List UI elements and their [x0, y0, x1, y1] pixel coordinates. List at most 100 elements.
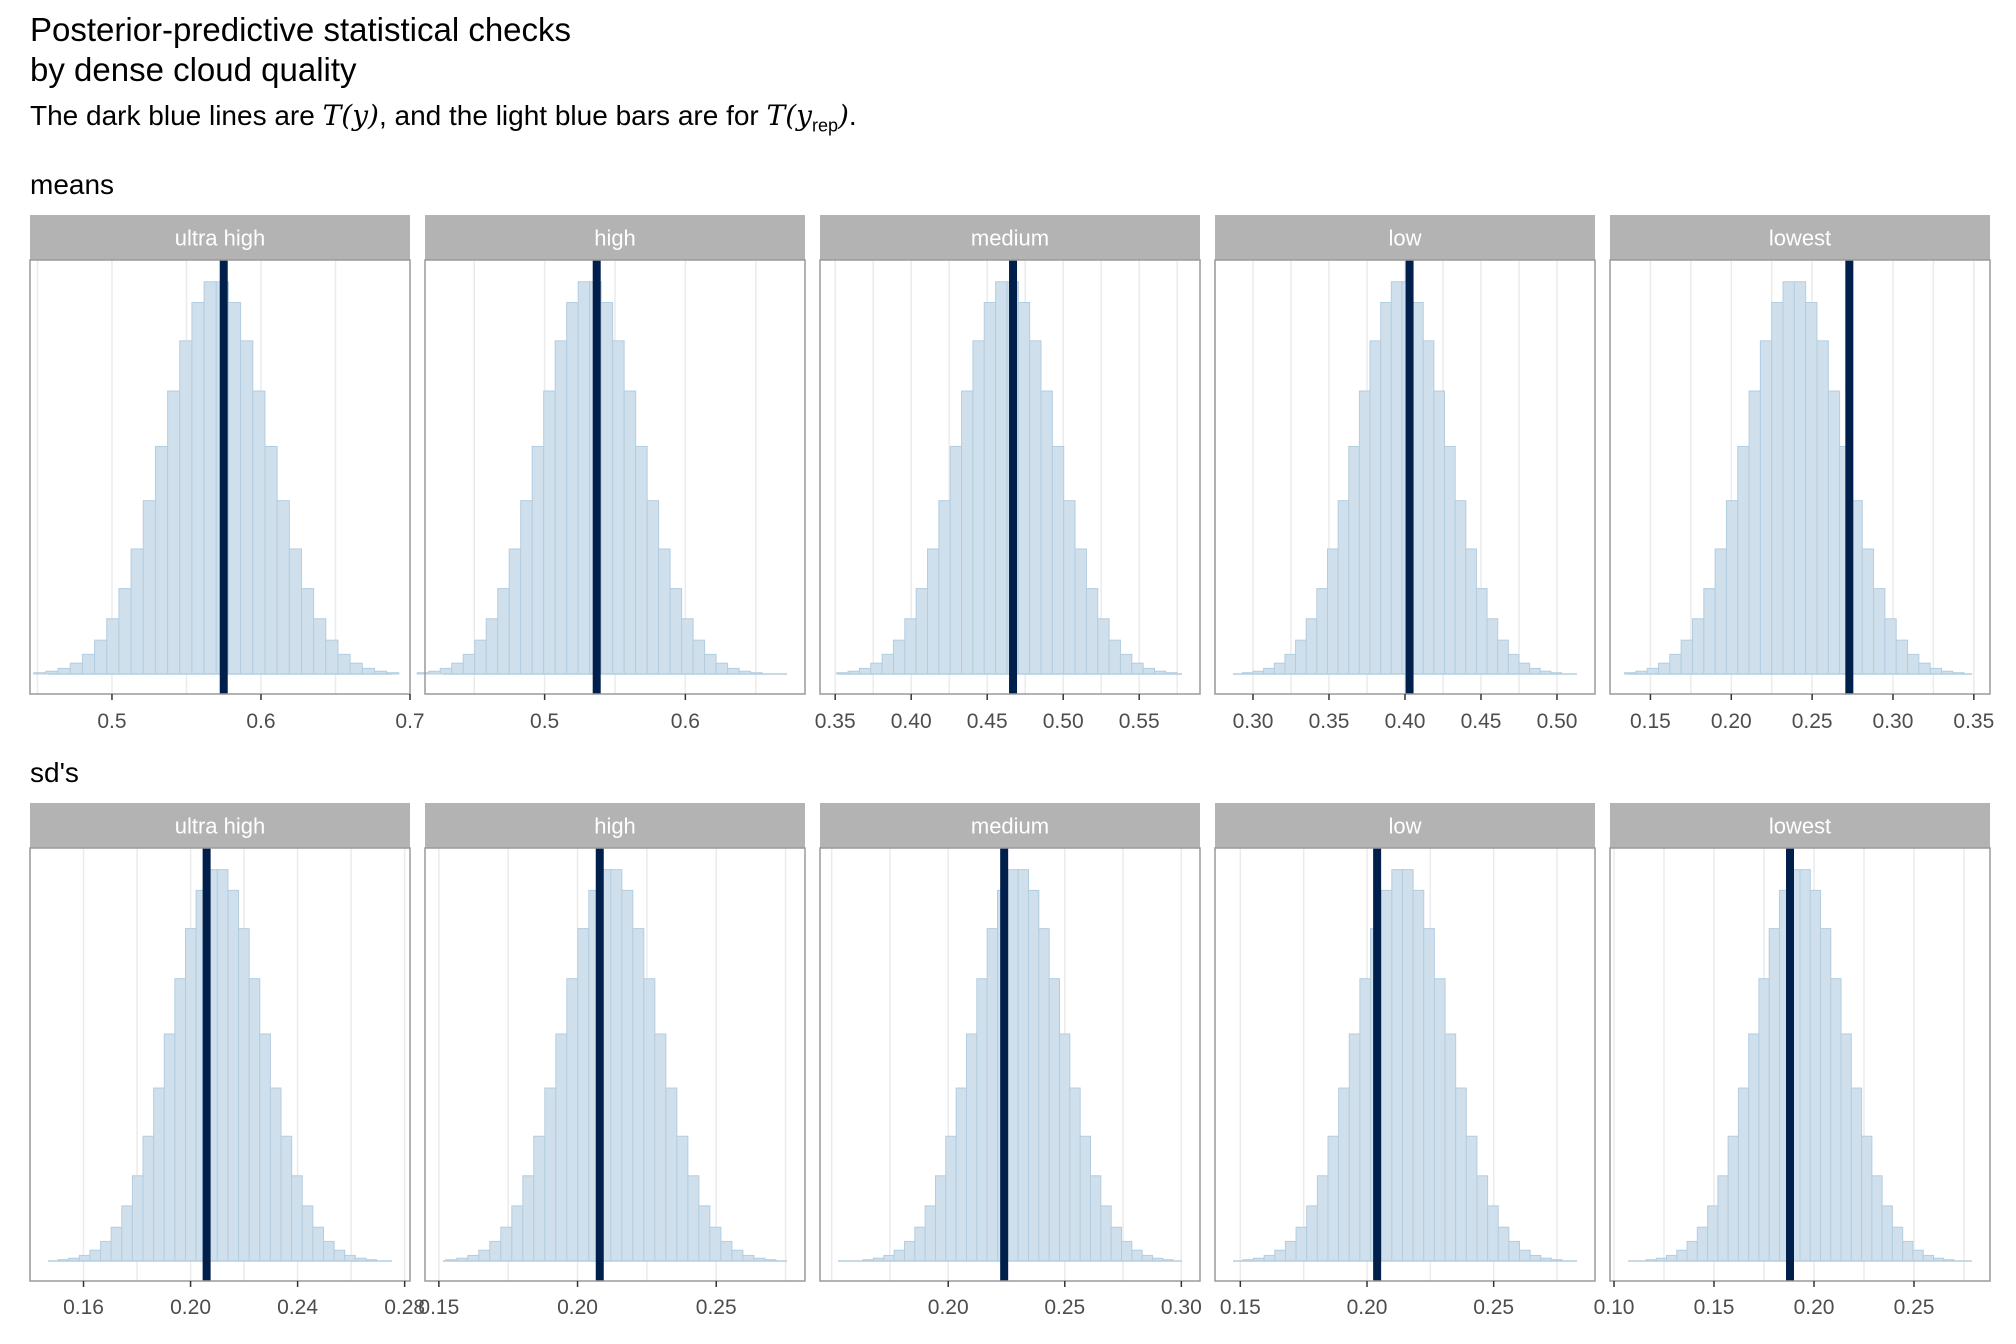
histogram-bar [227, 302, 242, 675]
histogram-bar [665, 1087, 678, 1262]
histogram-bar [1074, 548, 1087, 675]
histogram-bar [1051, 445, 1065, 675]
histogram-bar [154, 445, 169, 675]
histogram-bar [89, 1249, 102, 1262]
histogram-bar [881, 653, 894, 675]
chart-title: Posterior-predictive statistical checks … [30, 10, 571, 90]
histogram-bar [69, 662, 83, 675]
facet-strip-label: medium [971, 814, 1049, 839]
histogram-bar [1680, 639, 1693, 675]
histogram-bar [554, 340, 568, 675]
x-tick-label: 0.50 [1537, 710, 1578, 733]
histogram-bar [1444, 1033, 1457, 1262]
x-tick-label: 0.35 [1953, 710, 1994, 733]
histogram-bar [1771, 302, 1784, 675]
histogram-bar [1358, 390, 1371, 675]
histogram-bar [57, 667, 71, 675]
subtitle-tyrep-sub: rep [811, 115, 838, 136]
histogram-bar [1326, 548, 1339, 675]
histogram-bar [654, 1033, 667, 1262]
panel-1-0: ultra high 0.16 0.20 0.24 0.28 [29, 803, 425, 1319]
x-tick-label: 0.20 [1794, 1296, 1835, 1319]
histogram-bar [914, 1226, 926, 1262]
histogram-bar [676, 1135, 689, 1262]
histogram-bar [1707, 1205, 1719, 1262]
histogram-bar [118, 588, 132, 675]
histogram-bar [1922, 1254, 1934, 1262]
histogram-bar [1487, 1205, 1499, 1262]
histogram-bar [858, 667, 872, 675]
histogram-bar [1369, 340, 1382, 675]
histogram-bar [179, 340, 193, 675]
histogram-bar [1090, 1175, 1102, 1262]
histogram-bar [478, 1249, 491, 1262]
x-tick-label: 0.20 [1347, 1296, 1388, 1319]
panel-border [29, 259, 411, 695]
histogram-bar [976, 978, 988, 1262]
histogram-bar [533, 1135, 546, 1262]
subtitle-tyrep: T(yrep) [766, 99, 849, 136]
histogram-bar [1902, 1240, 1914, 1262]
facet-strip [1610, 215, 1990, 260]
histogram-bar [1048, 978, 1061, 1262]
histogram-bar [94, 639, 108, 675]
histogram-bar [566, 978, 579, 1262]
histogram-bar [291, 1175, 303, 1262]
histogram-bar [1121, 1240, 1133, 1262]
histogram-bar [416, 672, 430, 675]
histogram-bar [312, 1226, 324, 1262]
histogram-bar [1390, 281, 1403, 675]
histogram-bar [1433, 390, 1446, 675]
histogram-bar [1263, 1254, 1276, 1262]
histogram-bar [1850, 1087, 1863, 1262]
panel-1-4: lowest 0.10 0.15 0.20 0.25 [1594, 803, 1991, 1319]
histogram-bar [658, 548, 671, 675]
histogram-bar [131, 1175, 144, 1262]
histogram-bar [687, 1175, 700, 1262]
panel-1-1: high 0.15 0.20 0.25 [418, 803, 806, 1319]
facet-strip [820, 803, 1200, 848]
histogram-bar [500, 1226, 513, 1262]
histogram-bar [1412, 889, 1425, 1262]
histogram-bar [1069, 1087, 1081, 1262]
histogram-bar [1380, 889, 1393, 1262]
histogram-bar [1337, 500, 1350, 675]
histogram-bar [600, 302, 614, 675]
histogram-bar [462, 653, 476, 675]
histogram-bar [1799, 869, 1811, 1262]
histogram-bar [1079, 1135, 1092, 1262]
histogram-bar [1891, 1226, 1904, 1262]
subtitle-tyrep-main: T(y [766, 99, 812, 132]
histogram-bar [961, 390, 974, 675]
histogram-bar [1737, 1087, 1750, 1262]
histogram-bar [276, 500, 290, 675]
histogram-bar [577, 281, 591, 675]
histogram-bar [709, 1226, 722, 1262]
subtitle-prefix: The dark blue lines are [30, 100, 323, 131]
histogram-bar [1881, 1205, 1893, 1262]
histogram-bar [731, 1249, 744, 1262]
histogram-bar [1027, 889, 1040, 1262]
histogram-bar [995, 281, 1008, 675]
histogram-bar [1423, 928, 1435, 1262]
histogram-bar [130, 548, 144, 675]
facet-strip-label: high [594, 814, 636, 839]
histogram-bar [333, 1249, 346, 1262]
histogram-bar [1686, 1240, 1698, 1262]
histogram-bar [1038, 928, 1050, 1262]
x-tick-label: 0.6 [246, 710, 275, 733]
histogram-bar [646, 500, 660, 675]
histogram-bar [938, 500, 951, 675]
histogram-bar [520, 500, 533, 675]
subtitle-suffix: . [848, 100, 857, 131]
histogram-bar [349, 662, 363, 675]
panel-border [424, 847, 806, 1282]
histogram-bar [1141, 1254, 1154, 1262]
histogram-bar [1507, 653, 1520, 675]
x-tick-label: 0.40 [1385, 710, 1426, 733]
histogram-bar [100, 1240, 112, 1262]
histogram-bar [621, 889, 634, 1262]
facet-strip-label: ultra high [175, 226, 266, 251]
histogram-bar [566, 302, 579, 675]
